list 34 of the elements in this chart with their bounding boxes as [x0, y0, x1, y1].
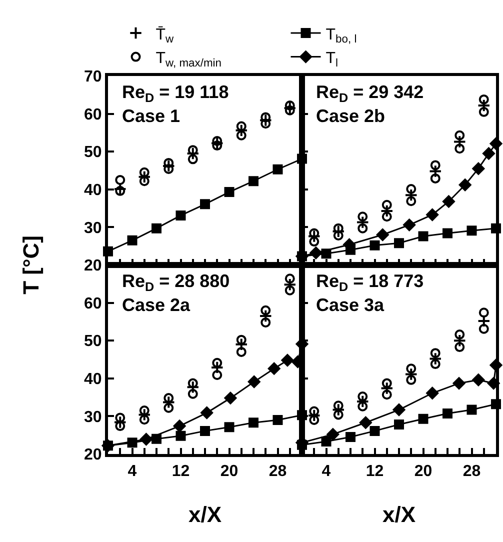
- y-tick-label: 20: [84, 446, 102, 464]
- annotation: Re$_{D}$ = 19 118: [122, 82, 229, 105]
- annotation: Re$_{D}$ = 29 342: [316, 82, 424, 105]
- y-tick-label: 60: [84, 106, 102, 124]
- x-axis-title: x/X: [188, 502, 222, 528]
- x-tick-label: 4: [128, 463, 137, 480]
- annotation: Case 1: [122, 106, 180, 126]
- legend-label: T̄$_{w}$: [156, 26, 175, 46]
- x-tick-label: 28: [462, 463, 481, 480]
- legend-label: T$_{l}$: [326, 50, 338, 70]
- y-tick-label: 30: [84, 220, 102, 237]
- y-tick-label: 70: [84, 68, 102, 86]
- annotation: Case 2b: [316, 106, 386, 126]
- x-tick-label: 4: [322, 463, 331, 480]
- y-tick-label: 30: [84, 408, 102, 426]
- x-tick-label: 20: [414, 463, 432, 480]
- x-axis-title: x/X: [382, 502, 416, 528]
- annotation: Case 2a: [122, 295, 192, 315]
- annotation: Re$_{D}$ = 18 773: [316, 271, 424, 294]
- annotation: Re$_{D}$ = 28 880: [122, 271, 230, 294]
- y-tick-label: 50: [84, 333, 102, 350]
- y-tick-label: 20: [84, 258, 102, 275]
- y-tick-label: 50: [84, 144, 102, 162]
- x-tick-label: 12: [366, 463, 384, 480]
- y-tick-label: 40: [84, 371, 102, 388]
- y-tick-label: 60: [84, 295, 102, 312]
- x-tick-label: 20: [220, 463, 238, 480]
- legend-label: T$_{bo, l}$: [326, 26, 357, 46]
- x-tick-label: 28: [268, 463, 287, 480]
- y-axis-title: T [°C]: [18, 236, 44, 294]
- annotation: Case 3a: [316, 295, 386, 315]
- y-tick-label: 40: [84, 182, 102, 199]
- x-tick-label: 12: [172, 463, 190, 480]
- legend-label: T$_{w, max/min}$: [156, 50, 222, 70]
